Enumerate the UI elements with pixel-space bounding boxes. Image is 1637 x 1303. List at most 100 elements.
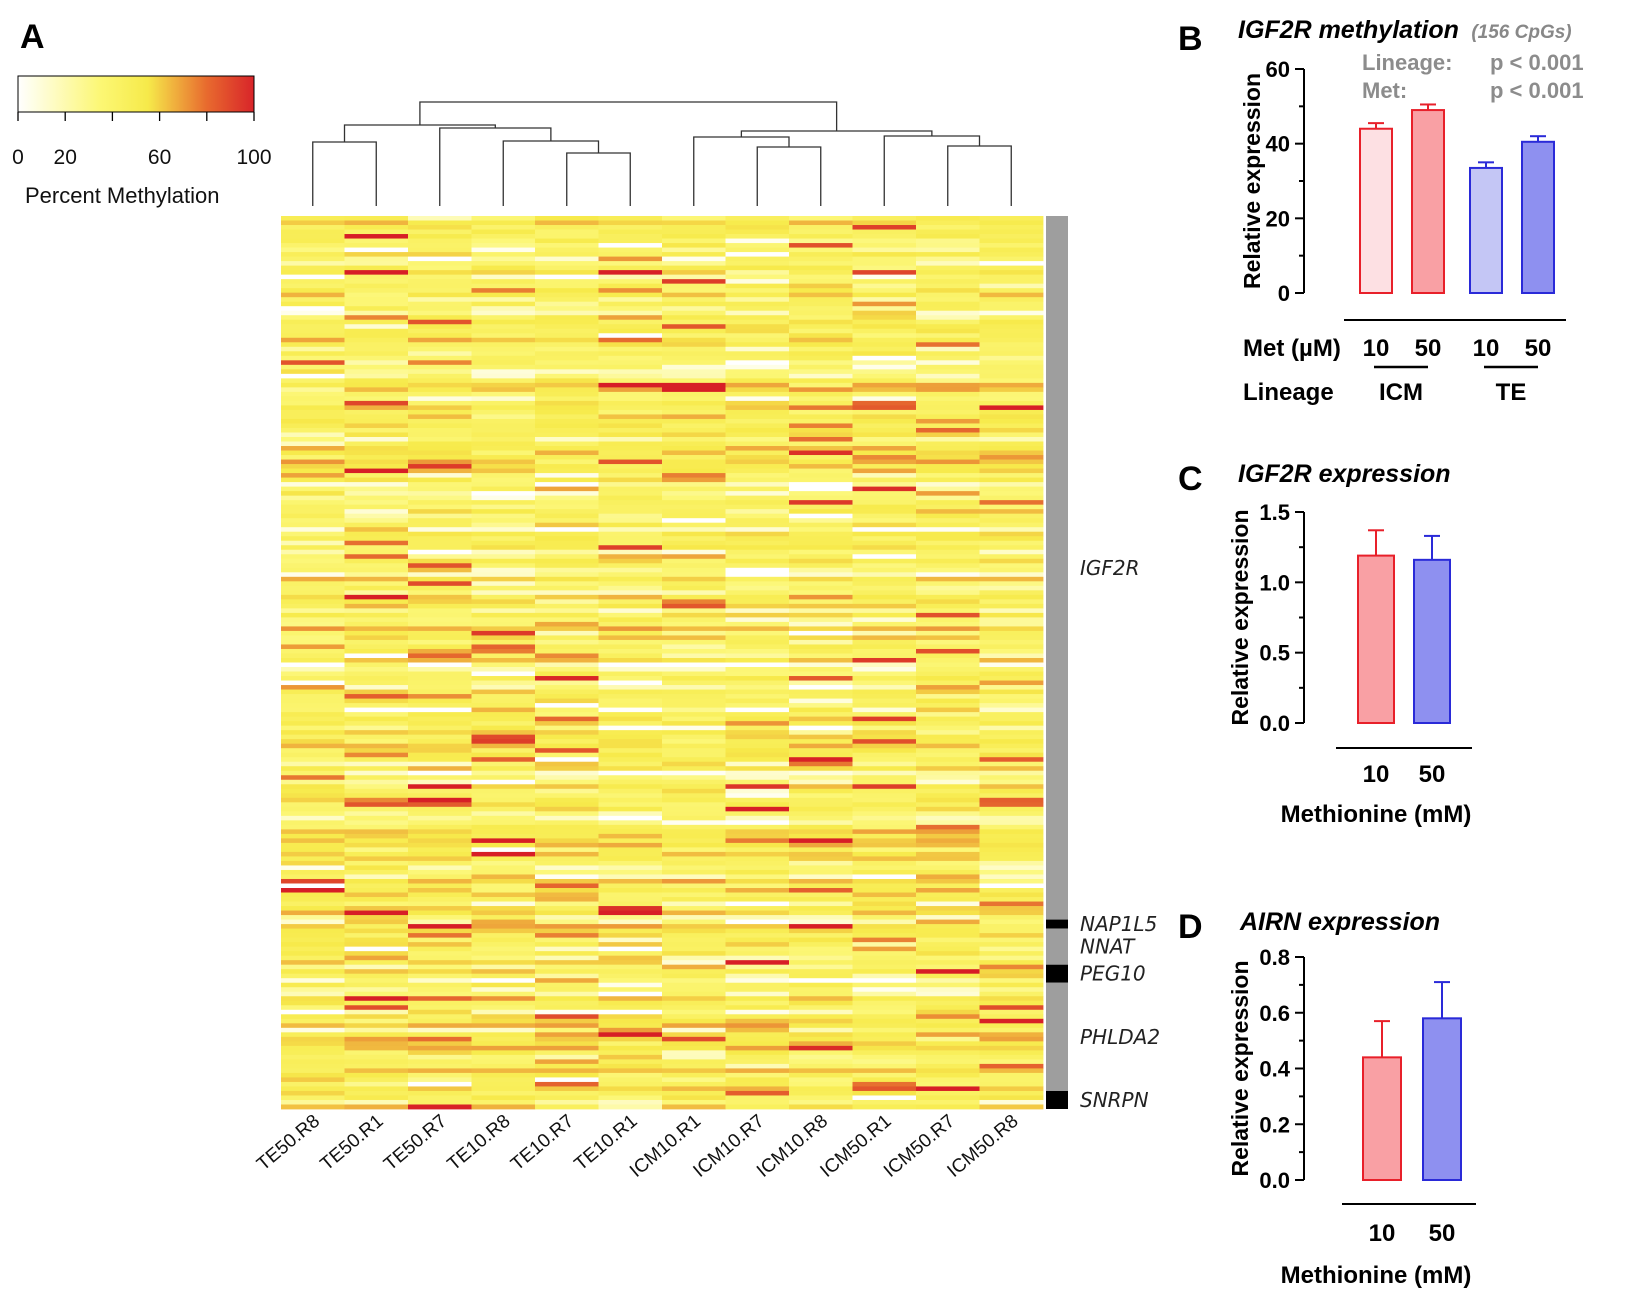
heatmap-cell (535, 847, 599, 853)
heatmap-cell (408, 427, 472, 433)
heatmap-cell (471, 797, 536, 803)
heatmap-cell (535, 446, 599, 451)
heatmap-cell (408, 739, 472, 745)
heatmap-cell (535, 933, 599, 939)
heatmap-cell (535, 360, 599, 366)
heatmap-cell (535, 576, 599, 582)
heatmap-cell (725, 987, 790, 993)
heatmap-cell (471, 657, 536, 663)
heatmap-cell (725, 820, 790, 826)
heatmap-cell (852, 829, 917, 835)
heatmap-cell (916, 252, 980, 257)
heatmap-cell (916, 400, 980, 406)
heatmap-cell (408, 612, 472, 618)
heatmap-cell (725, 509, 790, 515)
heatmap-cell (344, 937, 409, 943)
heatmap-cell (344, 671, 409, 677)
heatmap-cell (662, 261, 726, 267)
heatmap-cell (471, 901, 536, 907)
heatmap-cell (535, 234, 599, 239)
heatmap-cell (598, 1090, 663, 1096)
heatmap-cell (344, 906, 409, 911)
heatmap-cell (408, 1005, 472, 1011)
heatmap-cell (471, 1000, 536, 1006)
heatmap-cell (408, 594, 472, 600)
heatmap-cell (662, 806, 726, 812)
heatmap-cell (408, 937, 472, 943)
heatmap-cell (598, 888, 663, 893)
heatmap-cell (598, 1077, 663, 1083)
heatmap-cell (979, 234, 1044, 239)
heatmap-cell (789, 897, 853, 902)
heatmap-cell (535, 522, 599, 528)
heatmap-cell (598, 960, 663, 966)
heatmap-cell (471, 405, 536, 411)
heatmap-cell (408, 1068, 472, 1074)
heatmap-cell (725, 874, 790, 880)
heatmap-cell (725, 549, 790, 555)
heatmap-cell (471, 1068, 536, 1074)
heatmap-cell (535, 558, 599, 564)
heatmap-cell (662, 252, 726, 257)
heatmap-cell (662, 310, 726, 316)
heatmap-cell (725, 648, 790, 654)
heatmap-cell (344, 464, 409, 469)
heatmap-cell (535, 712, 599, 718)
heatmap-cell (535, 888, 599, 893)
column-label: TE10.R7 (507, 1111, 578, 1175)
heatmap-cell (916, 328, 980, 334)
heatmap-cell (979, 270, 1044, 276)
heatmap-cell (471, 558, 536, 564)
heatmap-cell (916, 1099, 980, 1105)
heatmap-cell (408, 694, 472, 699)
heatmap-cell (916, 987, 980, 993)
heatmap-cell (979, 752, 1044, 758)
heatmap-cell (916, 432, 980, 438)
heatmap-cell (916, 324, 980, 330)
heatmap-cell (408, 545, 472, 551)
heatmap-cell (344, 310, 409, 316)
heatmap-cell (789, 306, 853, 312)
heatmap-cell (344, 450, 409, 456)
heatmap-cell (408, 757, 472, 763)
heatmap-cell (979, 328, 1044, 334)
heatmap-cell (662, 288, 726, 294)
heatmap-cell (535, 653, 599, 659)
heatmap-cell (471, 491, 536, 497)
heatmap-cell (344, 558, 409, 564)
heatmap-cell (662, 382, 726, 388)
heatmap-cell (535, 833, 599, 839)
heatmap-cell (344, 256, 409, 262)
heatmap-cell (535, 739, 599, 745)
heatmap-cell (598, 829, 663, 835)
heatmap-cell (979, 793, 1044, 799)
heatmap-cell (281, 685, 345, 690)
heatmap-cell (916, 414, 980, 420)
heatmap-cell (408, 676, 472, 681)
gene-bar-nap1l5 (1046, 919, 1068, 929)
heatmap-cell (598, 680, 663, 686)
heatmap-cell (662, 946, 726, 952)
heatmap-cell (281, 1099, 345, 1105)
heatmap-cell (852, 644, 917, 650)
heatmap-cell (281, 1032, 345, 1038)
heatmap-cell (662, 951, 726, 957)
heatmap-cell (789, 820, 853, 826)
lineage-row-label: Lineage (1243, 379, 1334, 406)
heatmap-cell (916, 247, 980, 253)
heatmap-cell (979, 1081, 1044, 1087)
heatmap-cell (789, 1090, 853, 1096)
heatmap-cell (725, 851, 790, 857)
heatmap-cell (344, 387, 409, 393)
heatmap-cell (979, 581, 1044, 587)
heatmap-cell (408, 572, 472, 578)
heatmap-cell (916, 725, 980, 731)
heatmap-cell (852, 617, 917, 623)
heatmap-cell (535, 432, 599, 438)
colorbar-tick-label: 0 (12, 146, 24, 169)
heatmap-cell (408, 482, 472, 488)
heatmap-cell (535, 1090, 599, 1096)
heatmap-cell (281, 757, 345, 763)
heatmap-cell (662, 1041, 726, 1047)
heatmap-cell (916, 229, 980, 235)
